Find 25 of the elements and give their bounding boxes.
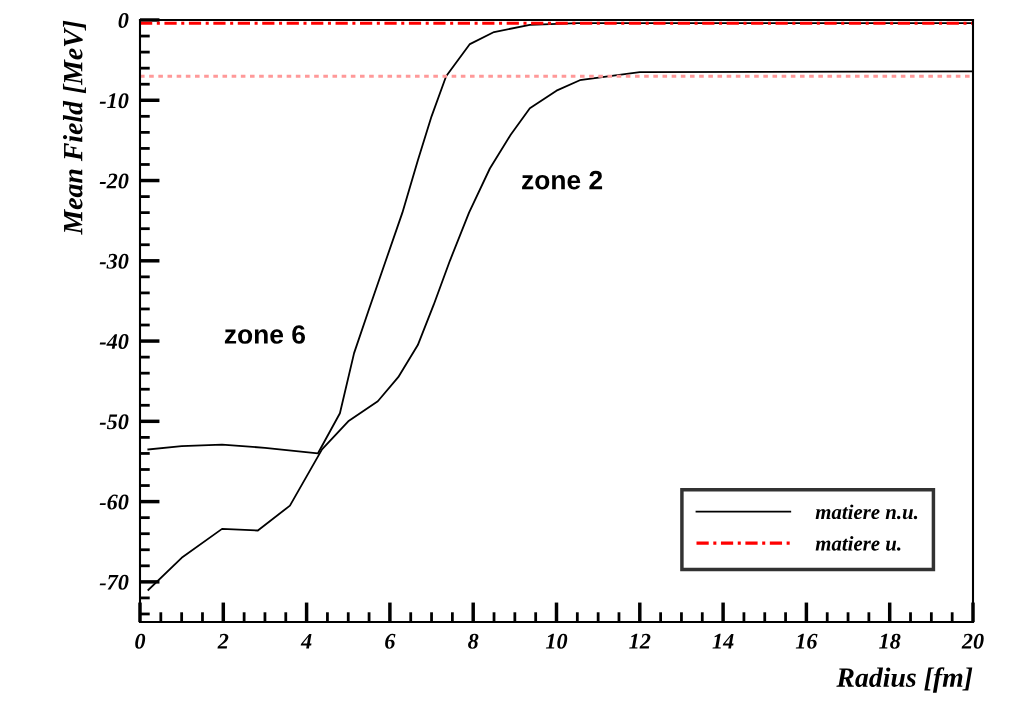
x-tick-label: 0 [135,633,146,649]
y-tick-label: -50 [99,414,129,430]
x-tick-label: 4 [300,633,312,649]
y-tick-label: 0 [118,12,129,28]
y-tick-label: -70 [99,574,129,590]
legend-label: matiere u. [815,535,901,551]
y-tick-label: -10 [99,93,129,109]
x-tick-label: 2 [217,633,229,649]
annotation: zone 2 [522,170,603,190]
legend-label: matiere n.u. [815,504,918,520]
y-tick-label: -40 [99,334,129,349]
x-tick-label: 12 [629,633,651,649]
annotation: zone 6 [224,325,306,344]
x-tick-label: 20 [961,633,984,649]
y-axis-title: Mean Field [MeV] [62,20,86,235]
x-tick-label: 8 [468,633,479,649]
x-tick-label: 16 [795,633,818,649]
x-tick-label: 6 [385,633,396,649]
y-tick-label: -60 [99,494,129,510]
x-tick-label: 10 [545,633,568,649]
x-axis-title: Radius [fm] [836,667,973,693]
y-tick-label: -20 [99,173,129,189]
x-tick-label: 14 [712,633,734,649]
x-tick-label: 18 [879,633,901,649]
y-tick-label: -30 [99,253,129,269]
